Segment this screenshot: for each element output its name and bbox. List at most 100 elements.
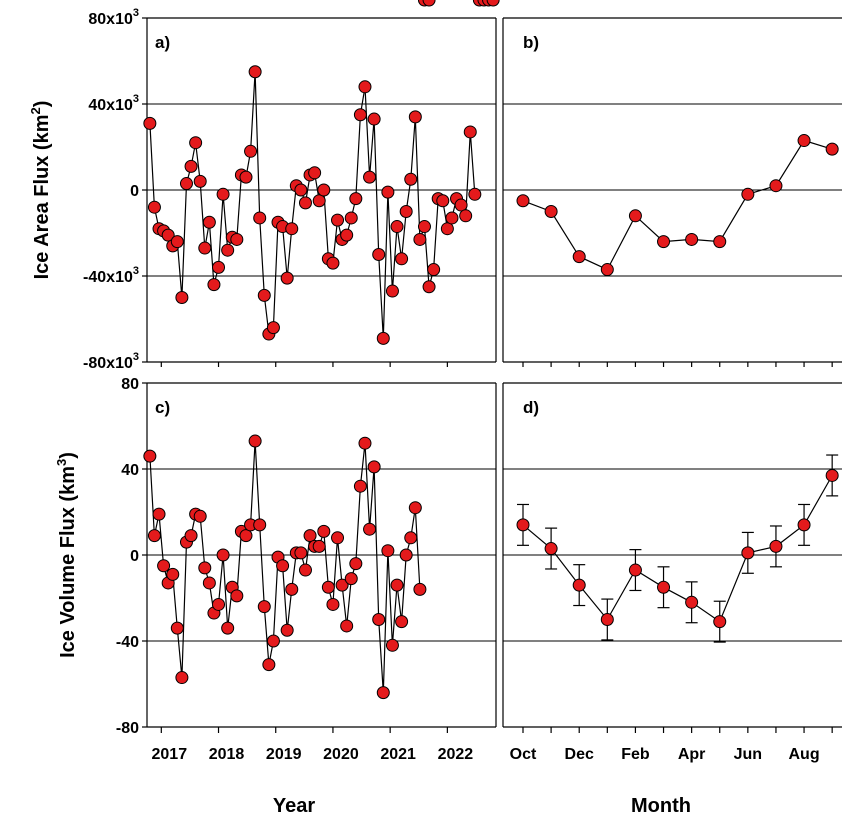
data-point (157, 559, 171, 573)
data-point (381, 544, 395, 558)
y-tick-label: 0 (130, 183, 139, 200)
y-tick-label: 80x103 (88, 7, 139, 28)
data-point (253, 518, 267, 532)
data-point (230, 589, 244, 603)
data-point (221, 243, 235, 257)
data-point (303, 529, 317, 543)
data-point (516, 518, 530, 532)
y-tick-label: 40 (121, 462, 139, 479)
data-point (175, 291, 189, 304)
data-point (797, 134, 811, 148)
data-point (312, 539, 326, 553)
data-point (408, 501, 422, 515)
data-point (713, 235, 727, 249)
y-tick-label: 0 (130, 548, 139, 565)
x-tick-label: Dec (565, 746, 594, 763)
panel-d: d) (502, 382, 842, 728)
data-point (253, 211, 267, 225)
data-point (353, 108, 367, 122)
data-point (193, 509, 207, 523)
data-point (147, 200, 161, 214)
data-point (230, 232, 244, 246)
data-point (372, 248, 386, 261)
data-point (317, 524, 331, 538)
data-point (376, 331, 390, 345)
series-line-area (149, 71, 476, 339)
data-point (572, 578, 586, 592)
x-tick-label: Jun (734, 746, 762, 763)
data-point (189, 136, 203, 150)
data-point (463, 125, 477, 139)
data-point (572, 250, 586, 264)
data-point (367, 460, 381, 474)
data-point (399, 548, 413, 562)
data-point (198, 241, 212, 255)
data-point (769, 539, 783, 553)
data-point (335, 578, 349, 592)
data-point (797, 518, 811, 532)
data-point (312, 194, 326, 208)
data-point (741, 546, 755, 560)
data-point (344, 211, 358, 225)
data-point (600, 613, 614, 626)
x-tick-label: 2020 (323, 746, 359, 763)
data-point (175, 671, 189, 685)
data-point (202, 576, 216, 590)
data-point (600, 263, 614, 277)
data-point (298, 563, 312, 577)
panel-label-a: a) (155, 33, 170, 52)
data-point (266, 321, 280, 335)
data-point (239, 529, 253, 543)
x-tick-label: 2018 (209, 746, 245, 763)
x-tick-label: Aug (789, 746, 820, 763)
data-point (326, 597, 340, 611)
panel-a: 80x103 40x103 0 -40x103 -80x103 a) (83, 0, 500, 372)
data-point (285, 222, 299, 236)
data-point (413, 582, 427, 596)
data-point (216, 548, 230, 562)
y-tick-label: -40x103 (83, 265, 139, 286)
data-point (285, 582, 299, 596)
data-point (221, 621, 235, 635)
data-point (372, 613, 386, 626)
data-point (657, 580, 671, 594)
data-point (170, 621, 184, 635)
data-point (184, 529, 198, 543)
data-point (445, 211, 459, 225)
data-point (349, 192, 363, 206)
data-point (769, 179, 783, 193)
data-point (395, 252, 409, 266)
data-point (147, 529, 161, 543)
data-point (193, 174, 207, 188)
data-point (244, 144, 258, 158)
data-point (358, 80, 372, 94)
data-point (212, 260, 226, 274)
data-point (440, 222, 454, 236)
y-tick-label: -40 (116, 634, 139, 651)
data-point (713, 615, 727, 629)
panel-label-c: c) (155, 398, 170, 417)
data-point (741, 187, 755, 201)
data-point (358, 436, 372, 450)
data-point (294, 183, 308, 197)
data-point (257, 600, 271, 614)
data-point (381, 185, 395, 199)
data-point (248, 434, 262, 448)
data-point (657, 235, 671, 249)
data-point (317, 183, 331, 197)
data-point (417, 220, 431, 234)
data-point (326, 256, 340, 270)
panel-b: b) (502, 17, 842, 363)
data-point (427, 263, 441, 277)
data-point (280, 623, 294, 637)
x-tick-label: 2019 (266, 746, 302, 763)
data-point (198, 561, 212, 575)
data-point (349, 557, 363, 571)
data-point (340, 619, 354, 633)
y-tick-label: 40x103 (88, 93, 139, 114)
data-point (257, 288, 271, 302)
data-point (202, 215, 216, 229)
data-point (390, 578, 404, 592)
data-point (331, 531, 345, 545)
data-point (321, 580, 335, 594)
